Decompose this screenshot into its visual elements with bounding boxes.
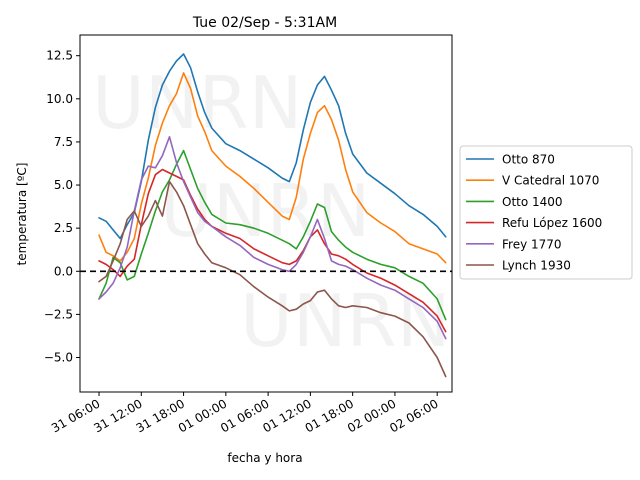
y-axis-label: temperatura [ºC] bbox=[15, 163, 29, 266]
series-line-1 bbox=[98, 53, 447, 240]
legend-label-6: Lynch 1930 bbox=[502, 259, 571, 273]
axes-frame bbox=[79, 34, 453, 393]
legend-label-4: Refu López 1600 bbox=[502, 216, 602, 230]
legend-items: Otto 870 V Catedral 1070 Otto 1400 Refu Lóp… bbox=[466, 153, 602, 273]
y-tick-label: −2.5 bbox=[44, 307, 73, 321]
plot-area bbox=[79, 34, 453, 393]
y-tick-label: −5.0 bbox=[44, 351, 73, 365]
watermark-top: UNRN bbox=[92, 61, 302, 145]
legend-label-3: Otto 1400 bbox=[502, 195, 563, 209]
y-axis: −5.0 −2.5 0.0 2.5 5.0 7.5 10.0 12.5 bbox=[44, 49, 80, 365]
series-line-5 bbox=[98, 136, 447, 340]
x-axis-label: fecha y hora bbox=[227, 451, 302, 465]
chart-title: Tue 02/Sep - 5:31AM bbox=[192, 15, 337, 31]
series-line-4 bbox=[98, 168, 447, 333]
y-tick-label: 7.5 bbox=[54, 135, 73, 149]
y-tick-label: 5.0 bbox=[54, 178, 73, 192]
legend-label-2: V Catedral 1070 bbox=[502, 174, 599, 188]
y-tick-label: 12.5 bbox=[46, 49, 73, 63]
y-tick-label: 0.0 bbox=[54, 264, 73, 278]
series-line-6 bbox=[98, 180, 447, 378]
legend: Otto 870 V Catedral 1070 Otto 1400 Refu Lóp… bbox=[459, 145, 633, 280]
series-line-3 bbox=[98, 149, 447, 321]
y-tick-label: 2.5 bbox=[54, 221, 73, 235]
watermark-bottom: UNRN bbox=[240, 279, 450, 363]
legend-label-5: Frey 1770 bbox=[502, 237, 562, 251]
series-lines bbox=[98, 53, 447, 378]
legend-box bbox=[459, 145, 633, 280]
series-line-2 bbox=[98, 72, 447, 264]
y-tick-label: 10.0 bbox=[46, 92, 73, 106]
legend-label-1: Otto 870 bbox=[502, 153, 555, 167]
